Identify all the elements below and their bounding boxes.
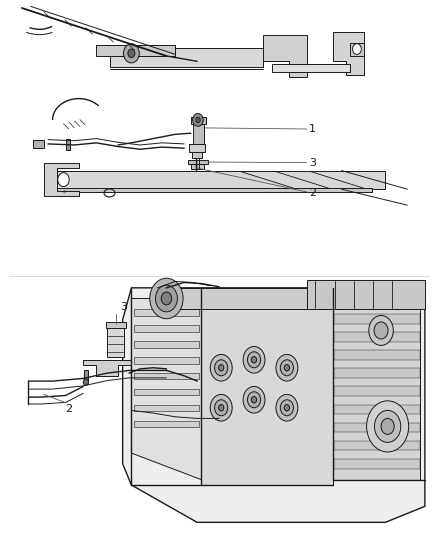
Circle shape [276,354,298,381]
Circle shape [381,418,394,434]
Polygon shape [192,152,202,158]
Polygon shape [334,296,420,305]
Bar [84,370,88,382]
Polygon shape [107,328,124,357]
Polygon shape [83,360,131,376]
Polygon shape [96,45,175,56]
Circle shape [193,114,203,126]
Polygon shape [123,288,425,522]
Circle shape [243,386,265,413]
Polygon shape [131,298,201,480]
Polygon shape [166,288,342,309]
Polygon shape [307,280,425,309]
Polygon shape [44,188,372,192]
Polygon shape [44,171,385,189]
Text: 3: 3 [120,302,127,312]
Bar [66,139,70,150]
Polygon shape [134,325,199,332]
Circle shape [124,44,139,63]
Circle shape [161,292,172,305]
Polygon shape [191,164,204,169]
Polygon shape [193,124,204,144]
Polygon shape [333,32,364,75]
Circle shape [83,379,88,385]
Circle shape [210,354,232,381]
Circle shape [353,44,361,54]
Polygon shape [334,314,420,324]
Text: 1: 1 [309,124,316,134]
Polygon shape [334,405,420,414]
Polygon shape [189,144,205,152]
Circle shape [276,394,298,421]
Text: 2: 2 [65,404,72,414]
Circle shape [219,365,224,371]
Polygon shape [106,322,126,328]
Polygon shape [110,48,263,67]
Polygon shape [334,368,420,378]
Circle shape [155,285,177,312]
Circle shape [243,346,265,373]
Polygon shape [134,421,199,427]
Polygon shape [134,357,199,364]
Polygon shape [333,288,420,480]
Circle shape [284,405,290,411]
Polygon shape [134,309,199,316]
Text: 2: 2 [309,188,316,198]
Circle shape [280,400,293,416]
Circle shape [367,401,409,452]
Polygon shape [188,160,208,164]
Bar [350,43,364,56]
Circle shape [251,397,257,403]
Polygon shape [334,350,420,360]
Polygon shape [44,163,79,196]
Circle shape [215,360,228,376]
Circle shape [247,392,261,408]
Polygon shape [134,405,199,411]
Polygon shape [334,441,420,450]
Polygon shape [272,64,350,72]
Text: *: * [63,190,67,196]
Circle shape [280,360,293,376]
Circle shape [196,117,200,123]
Bar [33,140,44,148]
Text: 3: 3 [309,158,316,167]
Circle shape [251,357,257,363]
Polygon shape [334,332,420,342]
Circle shape [58,173,69,187]
Circle shape [369,316,393,345]
Circle shape [374,322,388,339]
Polygon shape [334,459,420,469]
Circle shape [150,278,183,319]
Polygon shape [334,386,420,396]
Circle shape [128,49,135,58]
Polygon shape [134,373,199,379]
Circle shape [374,410,401,442]
Polygon shape [334,423,420,432]
Circle shape [284,365,290,371]
Polygon shape [134,389,199,395]
Circle shape [219,405,224,411]
Polygon shape [191,117,206,124]
Polygon shape [263,35,307,77]
Polygon shape [134,341,199,348]
Polygon shape [201,293,333,485]
Circle shape [215,400,228,416]
Circle shape [210,394,232,421]
Circle shape [247,352,261,368]
